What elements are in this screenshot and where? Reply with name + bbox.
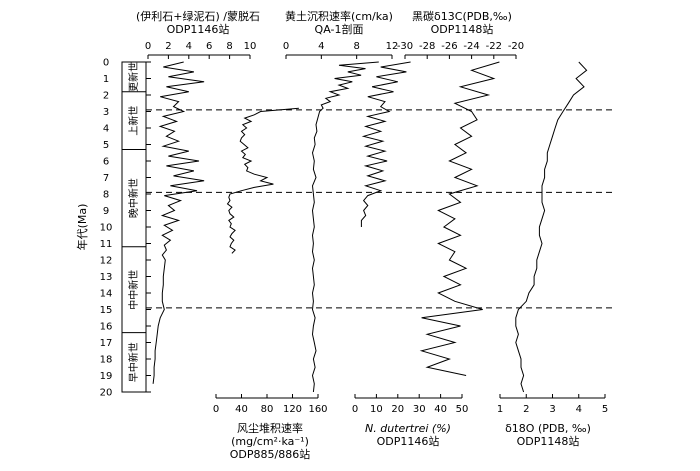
age-tick-label: 16 — [100, 322, 113, 333]
loess-tick-label: 12 — [386, 41, 399, 52]
bc-tick-label: -30 — [397, 41, 413, 52]
clay-series-line — [152, 61, 205, 384]
age-axis-label: 年代(Ma) — [75, 204, 89, 251]
clay-tick-label: 2 — [165, 41, 171, 52]
bc-tick-label: -22 — [486, 41, 502, 52]
age-tick-label: 8 — [103, 190, 109, 201]
d18o-series-line — [515, 61, 588, 393]
loess-tick-label: 8 — [353, 41, 359, 52]
epoch-label: 早中新世 — [127, 342, 140, 382]
dust-tick-label: 40 — [235, 404, 248, 415]
age-tick-label: 10 — [100, 223, 113, 234]
age-tick-label: 4 — [103, 124, 109, 135]
dust-series-line — [226, 107, 299, 254]
age-tick-label: 20 — [100, 388, 113, 399]
nd-tick-label: 10 — [370, 404, 383, 415]
d18o-tick-label: 3 — [549, 404, 555, 415]
age-tick-label: 12 — [100, 256, 113, 267]
bc-tick-label: -26 — [441, 41, 457, 52]
nd-tick-label: 20 — [391, 404, 404, 415]
age-tick-label: 17 — [100, 338, 113, 349]
nd-tick-label: 30 — [413, 404, 426, 415]
d18o-tick-label: 4 — [576, 404, 582, 415]
d18o-tick-label: 5 — [602, 404, 608, 415]
dust-title-line1: 风尘堆积速率 — [237, 421, 303, 435]
bc-tick-label: -28 — [419, 41, 435, 52]
bc-tick-label: -20 — [508, 41, 524, 52]
d18o-title-line1: δ18O (PDB, ‰) — [505, 422, 591, 435]
d18o-title-line2: ODP1148站 — [517, 434, 580, 448]
age-tick-label: 7 — [103, 173, 109, 184]
nd-title-line1: N. dutertrei (%) — [365, 422, 451, 435]
dust-title-line2: (mg/cm²·ka⁻¹) — [231, 435, 309, 448]
dust-tick-label: 120 — [283, 404, 302, 415]
loess-tick-label: 0 — [283, 41, 289, 52]
dust-title-line3: ODP885/886站 — [230, 447, 310, 461]
age-tick-label: 0 — [103, 58, 109, 69]
bc-series-line — [419, 61, 500, 376]
bc-tick-label: -24 — [463, 41, 479, 52]
nd-tick-label: 40 — [434, 404, 447, 415]
dust-tick-label: 80 — [261, 404, 274, 415]
age-tick-label: 14 — [100, 289, 113, 300]
age-tick-label: 5 — [103, 140, 109, 151]
epoch-label: 上新世 — [127, 106, 140, 136]
age-tick-label: 6 — [103, 157, 109, 168]
dust-tick-label: 160 — [308, 404, 327, 415]
d18o-tick-label: 1 — [497, 404, 503, 415]
nd-series-line — [360, 61, 411, 227]
age-tick-label: 3 — [103, 107, 109, 118]
age-tick-label: 18 — [100, 355, 113, 366]
age-tick-label: 2 — [103, 91, 109, 102]
nd-tick-label: 0 — [352, 404, 358, 415]
clay-title-line1: (伊利石+绿泥石) /蒙脱石 — [136, 9, 260, 23]
age-tick-label: 1 — [103, 74, 109, 85]
nd-tick-label: 50 — [456, 404, 469, 415]
loess-series-line — [311, 61, 379, 393]
loess-title-line2: QA-1剖面 — [315, 22, 364, 36]
epoch-label: 中中新世 — [127, 270, 140, 310]
age-tick-label: 19 — [100, 371, 113, 382]
age-tick-label: 11 — [100, 239, 113, 250]
age-tick-label: 9 — [103, 206, 109, 217]
bc-title-line1: 黑碳δ13C(PDB,‰) — [412, 9, 512, 23]
epoch-label: 晚中新世 — [127, 178, 140, 218]
bc-title-line2: ODP1148站 — [431, 22, 494, 36]
clay-tick-label: 10 — [244, 41, 257, 52]
loess-title-line1: 黄土沉积速率(cm/ka) — [285, 9, 393, 23]
loess-tick-label: 4 — [318, 41, 324, 52]
nd-title-line2: ODP1146站 — [377, 434, 440, 448]
age-tick-label: 15 — [100, 305, 113, 316]
age-tick-label: 13 — [100, 272, 113, 283]
epoch-label: 更新世 — [127, 62, 140, 92]
clay-tick-label: 0 — [145, 41, 151, 52]
clay-tick-label: 4 — [186, 41, 192, 52]
clay-tick-label: 6 — [206, 41, 212, 52]
d18o-tick-label: 2 — [523, 404, 529, 415]
clay-tick-label: 8 — [226, 41, 232, 52]
dust-tick-label: 0 — [213, 404, 219, 415]
clay-title-line2: ODP1146站 — [167, 22, 230, 36]
